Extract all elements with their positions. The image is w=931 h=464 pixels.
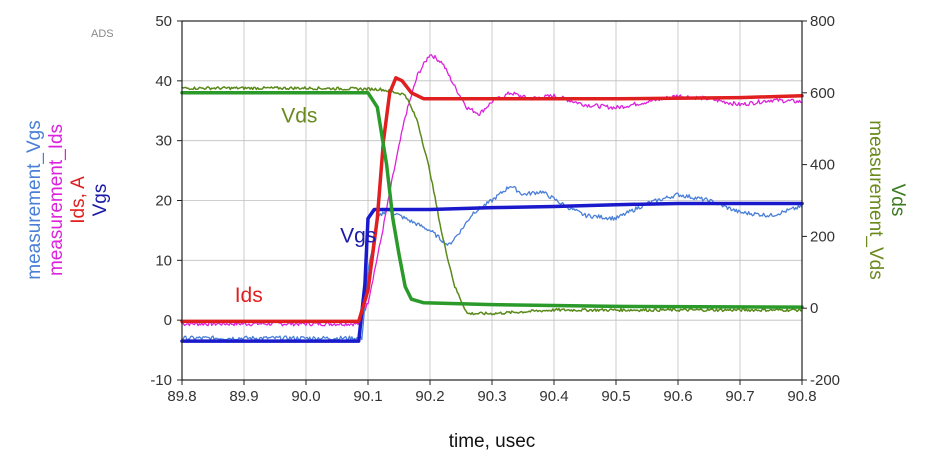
right-axis-title: Vds (887, 184, 908, 217)
x-tick-label: 90.8 (787, 388, 816, 405)
y-left-tick-label: 30 (155, 133, 172, 150)
right-axis-titles: measurement_Vds Vds (865, 120, 908, 279)
x-tick-label: 90.6 (663, 388, 692, 405)
x-tick-label: 90.1 (353, 388, 382, 405)
left-axis-titles: measurement_Vgs measurement_Ids Ids, A Vgs (24, 120, 111, 279)
annotation-label: Ids (235, 284, 263, 307)
x-tick-label: 89.9 (229, 388, 258, 405)
left-axis-title: Ids, A (68, 176, 89, 224)
y-right-tick-label: 600 (810, 85, 835, 102)
right-axis-title: measurement_Vds (865, 120, 886, 279)
x-tick-label: 90.5 (601, 388, 630, 405)
x-tick-label: 90.3 (477, 388, 506, 405)
x-axis-title: time, usec (449, 431, 536, 452)
x-tick-label: 89.8 (167, 388, 196, 405)
x-tick-label: 90.2 (415, 388, 444, 405)
y-right-tick-label: -200 (810, 372, 840, 389)
annotation-label: Vgs (340, 224, 376, 247)
y-left-tick-label: 0 (164, 312, 172, 329)
series-line-1 (181, 185, 803, 341)
annotations: Vds Vgs Ids (235, 105, 377, 308)
series-line-2 (181, 85, 803, 316)
left-axis-title: Vgs (90, 184, 111, 217)
y-right-tick-label: 400 (810, 157, 835, 174)
series-line-4 (180, 76, 804, 324)
y-right-tick-label: 0 (810, 300, 818, 317)
left-axis-title: measurement_Vgs (24, 120, 45, 279)
y-right-tick-label: 200 (810, 228, 835, 245)
chart-watermark: ADS (91, 28, 114, 40)
y-ticks-right: -200 0 200 400 600 800 (802, 13, 840, 389)
annotation-label: Vds (281, 105, 317, 128)
y-left-tick-label: 50 (155, 13, 172, 30)
x-tick-label: 90.4 (539, 388, 568, 405)
y-ticks-left: -10 0 10 20 30 40 50 (150, 13, 182, 389)
series-line-3 (180, 201, 804, 343)
plot-series (180, 54, 804, 343)
y-right-tick-label: 800 (810, 13, 835, 30)
x-ticks: 89.8 89.9 90.0 90.1 90.2 90.3 90.4 90.5 90.6 90.7… (167, 380, 817, 405)
x-tick-label: 90.0 (291, 388, 320, 405)
y-left-tick-label: 40 (155, 73, 172, 90)
y-left-tick-label: 10 (155, 252, 172, 269)
x-tick-label: 90.7 (725, 388, 754, 405)
y-left-tick-label: -10 (150, 372, 172, 389)
series-line-5 (180, 91, 804, 309)
y-left-tick-label: 20 (155, 193, 172, 210)
left-axis-title: measurement_Ids (46, 124, 67, 276)
